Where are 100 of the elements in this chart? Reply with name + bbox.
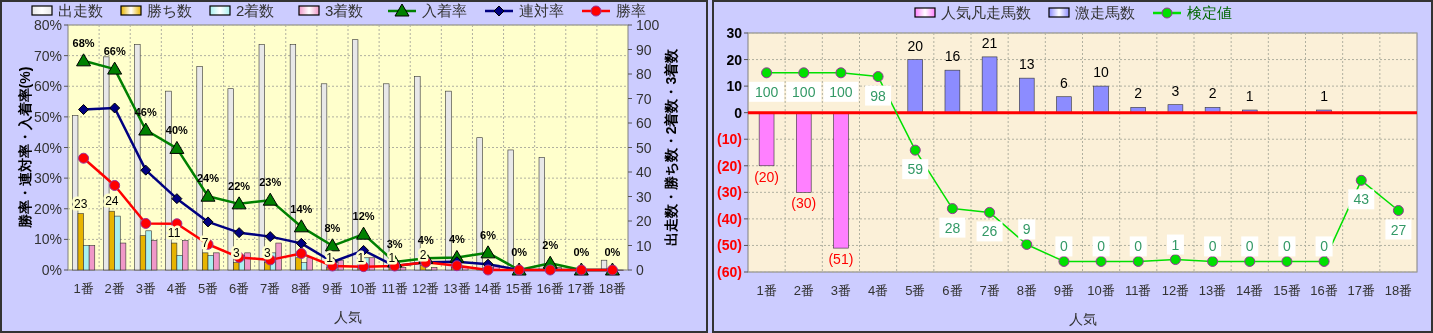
x-tick-label: 3番	[830, 283, 852, 298]
x-tick-label: 4番	[166, 281, 188, 296]
x-tick-label: 2番	[104, 281, 125, 296]
x-tick-label: 1番	[756, 283, 777, 298]
x-tick-label: 3番	[135, 281, 156, 296]
x-tick-label: 5番	[905, 283, 926, 298]
y-tick-label: (60)	[717, 264, 742, 280]
data-label: 59	[907, 161, 924, 178]
data-label: 3	[264, 245, 272, 260]
data-label: 14%	[290, 202, 313, 215]
x-tick-label: 1番	[73, 281, 94, 296]
x-axis-title: 人気	[1068, 311, 1097, 327]
data-label: 20	[907, 37, 924, 54]
y-tick-label: 40%	[33, 139, 62, 156]
x-tick-label: 8番	[1016, 283, 1037, 298]
x-tick-label: 12番	[412, 281, 440, 296]
x-tick-label: 10番	[349, 281, 378, 296]
x-tick-label: 14番	[474, 281, 502, 296]
x-tick-label: 15番	[505, 281, 533, 296]
data-label: 1	[1320, 88, 1329, 105]
y-tick-label: 10	[726, 78, 743, 95]
data-label: 22%	[228, 179, 251, 192]
y2-tick-label: 100	[636, 17, 660, 33]
data-label: 1	[1245, 88, 1254, 105]
data-label: (20)	[754, 168, 780, 185]
data-label: 0	[1134, 238, 1143, 255]
data-label: 4%	[417, 234, 434, 247]
legend-label: 出走数	[58, 2, 103, 19]
data-label: 6%	[480, 228, 497, 241]
y-tick-label: 30	[726, 25, 743, 41]
y-tick-label: (40)	[717, 210, 742, 227]
data-label: 40%	[165, 124, 189, 137]
y-tick-label: 10%	[33, 231, 62, 248]
data-label: 12%	[352, 210, 375, 223]
legend-出走数: 出走数	[31, 2, 103, 19]
legend-検定値: 検定値	[1153, 4, 1232, 21]
x-tick-label: 7番	[979, 283, 1000, 298]
legend-label: 検定値	[1187, 4, 1232, 21]
legend-label: 激走馬数	[1075, 4, 1135, 21]
legend-label: 3着数	[325, 2, 364, 19]
y-tick-label: (30)	[717, 184, 742, 201]
data-label: 23	[74, 196, 88, 211]
x-tick-label: 6番	[942, 283, 963, 298]
data-label: 3%	[386, 238, 403, 251]
legend-label: 勝ち数	[147, 2, 192, 19]
data-label: 66%	[103, 45, 126, 58]
x-tick-label: 2番	[793, 283, 814, 298]
x-tick-label: 11番	[1125, 283, 1152, 298]
legend-label: 連対率	[519, 2, 564, 19]
data-label: 100	[754, 83, 779, 100]
data-label: 3	[1171, 82, 1180, 99]
data-label: 23%	[259, 176, 282, 189]
y-tick-label: 80%	[33, 17, 62, 33]
data-label: 7	[201, 235, 209, 250]
data-label: 98	[870, 87, 887, 104]
y-tick-label: (10)	[717, 131, 742, 148]
data-label: 2	[1134, 85, 1143, 102]
data-label: 100	[792, 83, 816, 100]
y2-tick-label: 60	[636, 115, 652, 131]
y2-tick-label: 90	[636, 41, 652, 58]
data-label: 4%	[448, 233, 466, 246]
y2-tick-label: 20	[636, 213, 652, 229]
data-label: 0	[1097, 238, 1106, 255]
y-tick-label: 0%	[41, 262, 62, 278]
data-label: 26	[981, 223, 998, 240]
y2-tick-label: 30	[636, 188, 652, 205]
data-label: 2	[1208, 85, 1217, 102]
x-tick-label: 9番	[1053, 283, 1075, 298]
data-label: 27	[1390, 221, 1407, 238]
legend-label: 2着数	[236, 2, 275, 19]
legend-label: 入着率	[422, 2, 467, 19]
x-tick-label: 17番	[1347, 283, 1375, 298]
y-tick-label: 0	[734, 104, 743, 121]
legend-連対率: 連対率	[485, 2, 564, 19]
y-tick-label: 60%	[33, 78, 62, 95]
y2-tick-label: 80	[636, 66, 652, 82]
x-tick-label: 7番	[260, 281, 281, 296]
data-label: 0%	[604, 246, 621, 258]
data-label: 8%	[324, 221, 341, 234]
y-tick-label: 20	[726, 51, 743, 68]
legend-label: 人気凡走馬数	[941, 4, 1031, 21]
data-label: 100	[829, 83, 853, 100]
data-label: 2	[419, 248, 427, 263]
y-tick-label: (50)	[717, 237, 742, 254]
legend-label: 勝率	[616, 2, 646, 19]
x-tick-label: 13番	[443, 281, 471, 296]
data-label: 0	[1060, 238, 1069, 255]
x-tick-label: 5番	[197, 281, 219, 296]
data-label: 24%	[196, 172, 220, 185]
data-label: 43	[1353, 191, 1370, 208]
x-tick-label: 9番	[322, 281, 343, 296]
data-label: 0%	[511, 246, 528, 258]
data-label: 2%	[542, 239, 559, 252]
x-tick-label: 10番	[1087, 283, 1115, 298]
legend-勝率: 勝率	[582, 2, 646, 19]
data-label: 16	[944, 48, 961, 65]
x-tick-label: 16番	[536, 281, 564, 296]
y2-tick-label: 0	[636, 262, 644, 278]
data-label: 0	[1208, 238, 1217, 255]
data-label: 11	[167, 226, 181, 241]
